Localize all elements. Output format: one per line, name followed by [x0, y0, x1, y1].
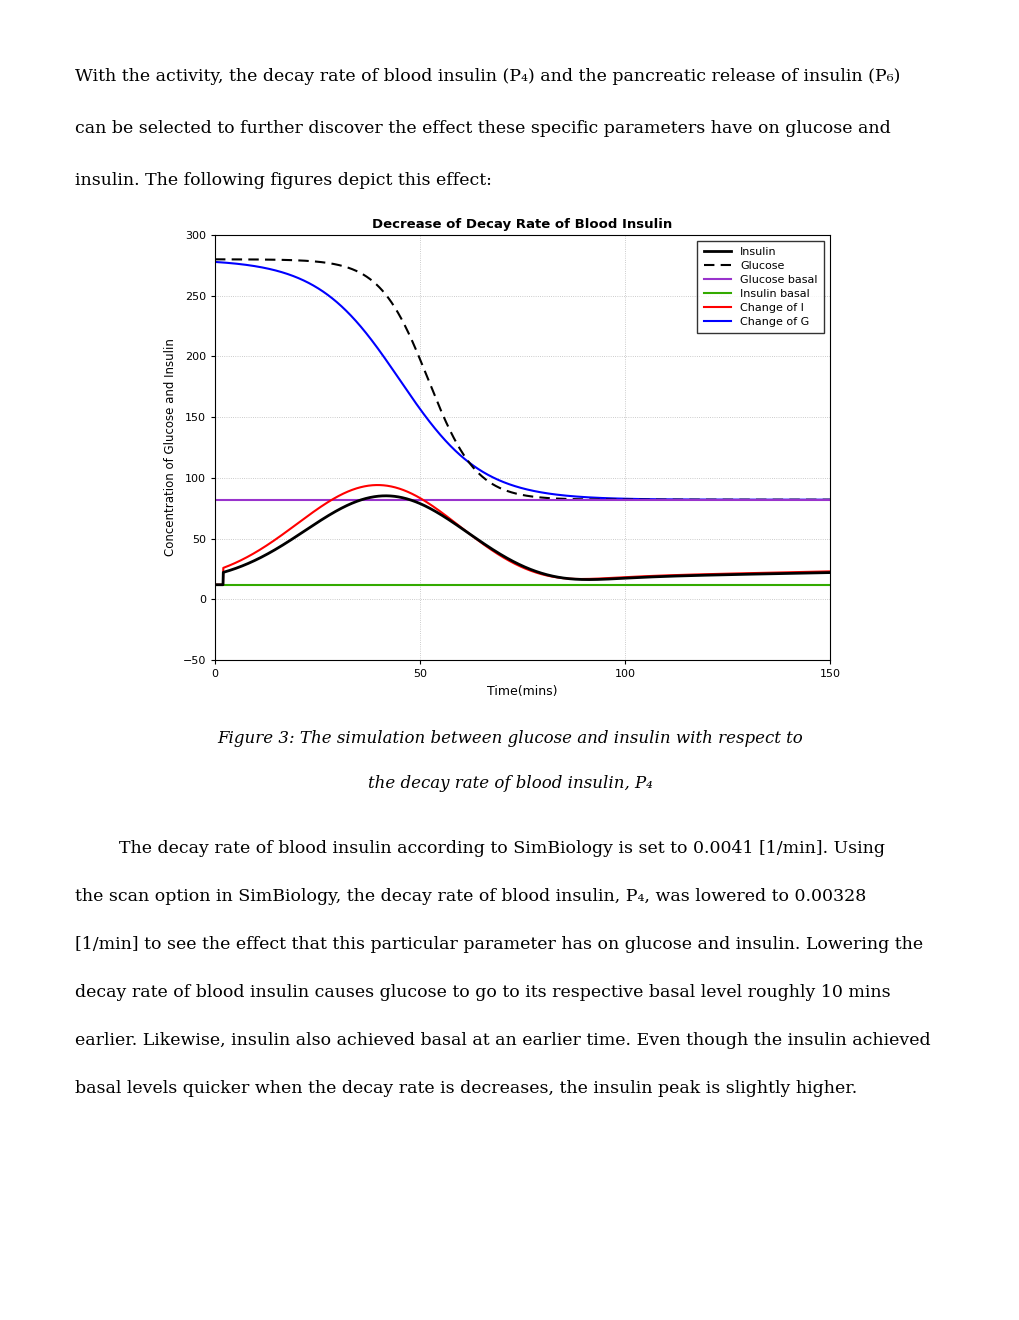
Legend: Insulin, Glucose, Glucose basal, Insulin basal, Change of I, Change of G: Insulin, Glucose, Glucose basal, Insulin…	[696, 240, 823, 334]
Text: the decay rate of blood insulin, P₄: the decay rate of blood insulin, P₄	[367, 775, 652, 792]
Text: basal levels quicker when the decay rate is decreases, the insulin peak is sligh: basal levels quicker when the decay rate…	[75, 1080, 856, 1097]
Text: decay rate of blood insulin causes glucose to go to its respective basal level r: decay rate of blood insulin causes gluco…	[75, 983, 890, 1001]
Text: can be selected to further discover the effect these specific parameters have on: can be selected to further discover the …	[75, 120, 890, 137]
Text: insulin. The following figures depict this effect:: insulin. The following figures depict th…	[75, 172, 491, 189]
Text: With the activity, the decay rate of blood insulin (P₄) and the pancreatic relea: With the activity, the decay rate of blo…	[75, 69, 900, 84]
Title: Decrease of Decay Rate of Blood Insulin: Decrease of Decay Rate of Blood Insulin	[372, 218, 672, 231]
Text: the scan option in SimBiology, the decay rate of blood insulin, P₄, was lowered : the scan option in SimBiology, the decay…	[75, 888, 865, 906]
Text: Figure 3: The simulation between glucose and insulin with respect to: Figure 3: The simulation between glucose…	[217, 730, 802, 747]
Text: The decay rate of blood insulin according to SimBiology is set to 0.0041 [1/min]: The decay rate of blood insulin accordin…	[75, 840, 884, 857]
Y-axis label: Concentration of Glucose and Insulin: Concentration of Glucose and Insulin	[164, 338, 177, 557]
Text: earlier. Likewise, insulin also achieved basal at an earlier time. Even though t: earlier. Likewise, insulin also achieved…	[75, 1032, 929, 1049]
X-axis label: Time(mins): Time(mins)	[487, 685, 557, 697]
Text: [1/min] to see the effect that this particular parameter has on glucose and insu: [1/min] to see the effect that this part…	[75, 936, 922, 953]
